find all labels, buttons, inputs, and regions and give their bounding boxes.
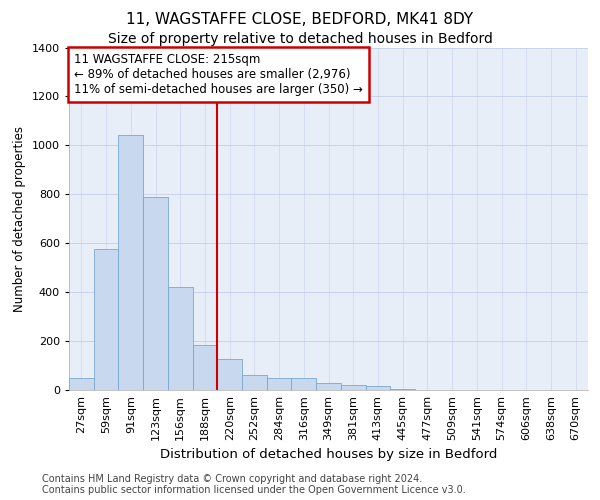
Bar (69, 378, 94, 390)
Text: 11, WAGSTAFFE CLOSE, BEDFORD, MK41 8DY: 11, WAGSTAFFE CLOSE, BEDFORD, MK41 8DY (127, 12, 473, 28)
Bar (168, 287, 193, 390)
Bar (118, 135, 143, 390)
Bar (365, 386, 390, 390)
X-axis label: Distribution of detached houses by size in Bedford: Distribution of detached houses by size … (160, 448, 497, 462)
Text: 11 WAGSTAFFE CLOSE: 215sqm
← 89% of detached houses are smaller (2,976)
11% of s: 11 WAGSTAFFE CLOSE: 215sqm ← 89% of deta… (74, 52, 363, 96)
Bar (242, 375, 267, 390)
Bar (94, 250, 118, 390)
Text: Contains public sector information licensed under the Open Government Licence v3: Contains public sector information licen… (42, 485, 466, 495)
Text: Contains HM Land Registry data © Crown copyright and database right 2024.: Contains HM Land Registry data © Crown c… (42, 474, 422, 484)
Bar (341, 384, 365, 390)
Bar (292, 378, 316, 390)
Text: Size of property relative to detached houses in Bedford: Size of property relative to detached ho… (107, 32, 493, 46)
Y-axis label: Number of detached properties: Number of detached properties (13, 126, 26, 312)
Bar (267, 378, 292, 390)
Bar (143, 196, 168, 390)
Bar (193, 344, 217, 390)
Bar (217, 360, 242, 390)
Bar (316, 383, 341, 390)
